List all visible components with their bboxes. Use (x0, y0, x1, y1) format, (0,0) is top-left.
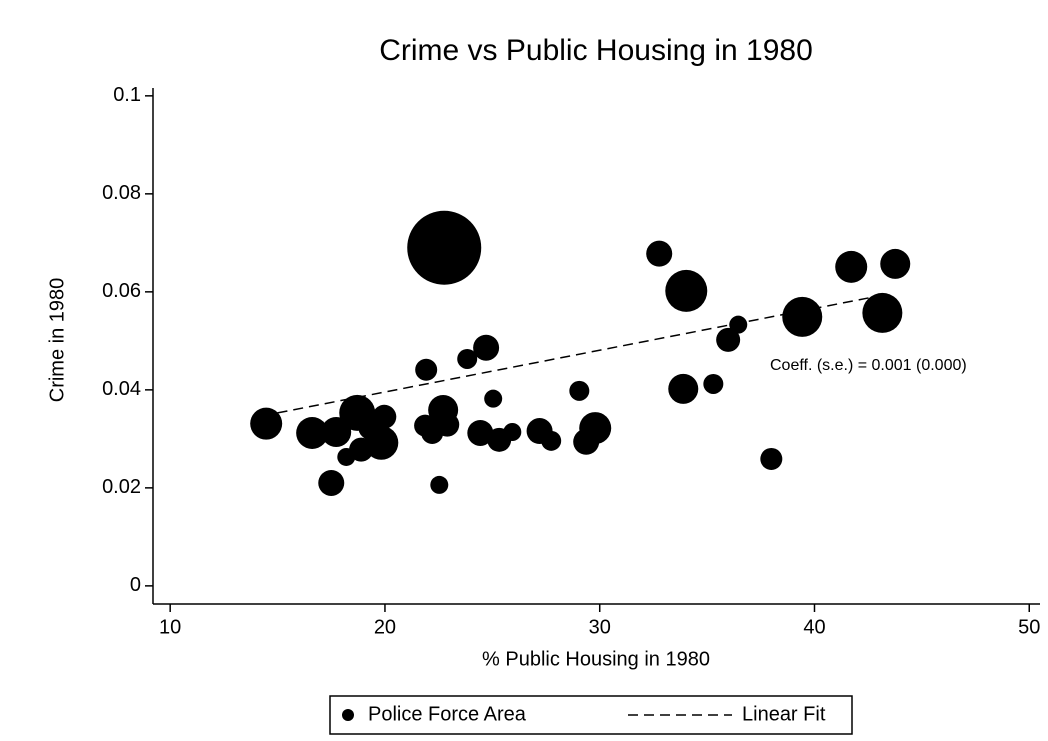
bubble (665, 269, 708, 312)
x-axis-title: % Public Housing in 1980 (482, 648, 710, 670)
bubble (716, 327, 741, 352)
y-tick-label: 0.04 (102, 378, 141, 400)
bubble (503, 423, 522, 441)
x-tick-label: 30 (589, 616, 611, 638)
bubble (364, 425, 399, 460)
bubble (569, 380, 590, 401)
bubble (467, 419, 494, 446)
bubble (579, 412, 612, 445)
y-tick-label: 0.08 (102, 182, 141, 204)
bubble (835, 250, 868, 283)
y-tick-label: 0.06 (102, 280, 141, 302)
y-tick-label: 0 (130, 574, 141, 596)
bubble (457, 348, 478, 369)
x-tick-label: 40 (803, 616, 825, 638)
bubble (250, 407, 283, 440)
x-tick-label: 10 (159, 616, 181, 638)
bubble (407, 210, 482, 285)
bubble (668, 373, 699, 404)
chart-title: Crime vs Public Housing in 1980 (379, 34, 813, 67)
bubble (430, 475, 449, 494)
bubble (760, 447, 783, 470)
bubble (435, 412, 460, 437)
bubble (318, 469, 345, 496)
bubble (729, 315, 748, 334)
legend-marker (342, 709, 354, 721)
bubble (473, 334, 500, 361)
annotation: Coeff. (s.e.) = 0.001 (0.000) (770, 357, 967, 374)
bubble (296, 416, 329, 449)
bubble (484, 389, 503, 408)
y-axis-title: Crime in 1980 (46, 278, 68, 403)
legend-label: Police Force Area (368, 703, 527, 725)
fit-line (277, 296, 875, 414)
x-tick-label: 20 (374, 616, 396, 638)
bubble (782, 296, 823, 337)
bubble (862, 292, 903, 333)
y-tick-label: 0.02 (102, 476, 141, 498)
bubble (646, 240, 673, 267)
bubble (372, 404, 397, 429)
legend-label: Linear Fit (742, 703, 826, 725)
y-tick-label: 0.1 (113, 84, 141, 106)
x-tick-label: 50 (1018, 616, 1040, 638)
legend (329, 695, 853, 735)
bubble (703, 373, 724, 394)
bubble (541, 430, 562, 451)
bubble (880, 248, 911, 279)
bubble (415, 358, 438, 381)
